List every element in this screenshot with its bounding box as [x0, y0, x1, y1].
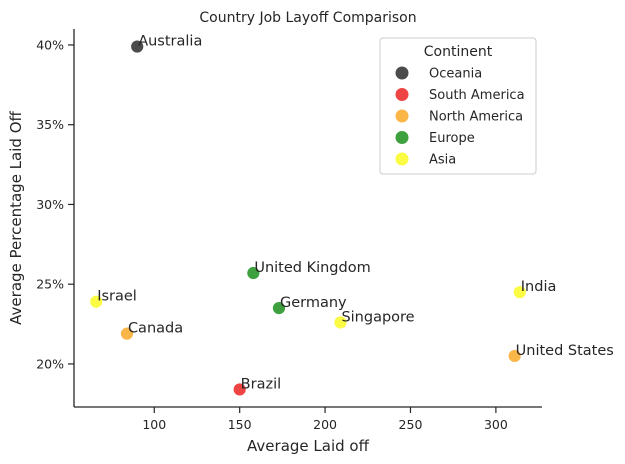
point-label: United Kingdom [254, 260, 370, 276]
y-tick-label: 30% [36, 197, 64, 212]
x-tick-label: 250 [399, 417, 423, 432]
x-tick-label: 150 [228, 417, 252, 432]
chart-title: Country Job Layoff Comparison [199, 10, 416, 26]
point-label: Brazil [241, 376, 281, 392]
point-label: Germany [280, 295, 347, 311]
y-ticks: 20% 25% 30% 35% 40% [36, 37, 74, 371]
point-label: United States [516, 343, 614, 359]
point-label: Australia [138, 34, 202, 50]
legend-entry-label: North America [429, 110, 523, 125]
data-point [246, 266, 261, 280]
x-tick-label: 100 [142, 417, 166, 432]
legend-marker [395, 131, 409, 144]
y-tick-label: 25% [36, 277, 64, 292]
legend-title: Continent [424, 44, 493, 60]
x-tick-label: 200 [313, 417, 337, 432]
legend-entries: Oceania South America North America Europe A… [395, 66, 525, 168]
legend-marker [395, 66, 409, 80]
data-point [89, 294, 104, 309]
y-tick-label: 20% [36, 356, 64, 371]
legend-entry-label: Europe [429, 131, 475, 146]
legend-marker [395, 152, 409, 166]
data-point [512, 285, 527, 300]
data-point [333, 315, 348, 330]
legend-marker [395, 88, 409, 101]
data-points [89, 39, 527, 397]
data-point [272, 301, 286, 316]
y-tick-label: 40% [36, 37, 64, 52]
y-tick-label: 35% [36, 117, 64, 132]
legend: Continent Oceania South America North Amer… [379, 37, 537, 175]
x-ticks: 100 150 200 250 300 [142, 407, 508, 432]
point-labels: Australia United Kingdom India Israel German… [97, 34, 614, 393]
legend-entry-label: Oceania [429, 67, 482, 82]
legend-frame [379, 37, 537, 175]
point-label: India [521, 279, 557, 295]
point-label: Singapore [341, 309, 414, 325]
point-label: Israel [97, 289, 137, 305]
y-axis-label: Average Percentage Laid Off [7, 111, 25, 325]
data-point [507, 349, 522, 363]
legend-marker [395, 109, 409, 123]
data-point [232, 382, 247, 397]
point-label: Canada [128, 321, 183, 337]
legend-entry-label: South America [429, 88, 525, 103]
plot-area: 100 150 200 250 300 20% 25% 30% 35% 40% Australi… [36, 29, 614, 432]
x-axis-label: Average Laid off [247, 437, 370, 455]
data-point [120, 326, 134, 341]
data-point [130, 39, 145, 54]
legend-entry-label: Asia [429, 153, 456, 168]
x-tick-label: 300 [484, 417, 508, 432]
